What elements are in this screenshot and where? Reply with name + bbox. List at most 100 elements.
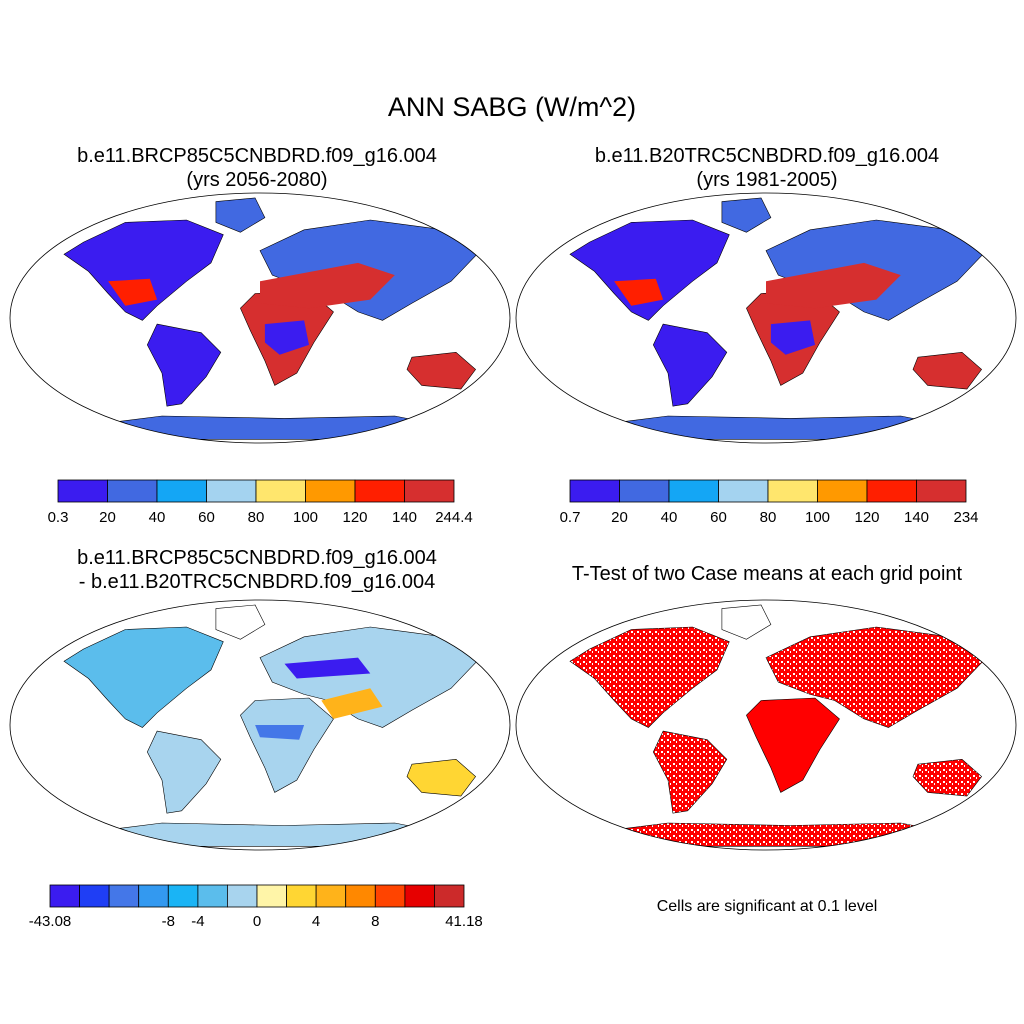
colorbar-swatch: [374, 884, 406, 908]
colorbar-swatch: [315, 884, 347, 908]
samerica-landmass: [146, 323, 222, 407]
map-border: [9, 599, 511, 851]
case-title-line2: (yrs 2056-2080): [186, 169, 328, 191]
colorbar-swatch: [255, 479, 306, 503]
colorbar-swatch: [57, 479, 108, 503]
greenland-landmass: [215, 197, 266, 233]
colorbar-label: 0: [253, 913, 261, 930]
colorbar-label: 60: [198, 509, 215, 526]
colorbar-swatch: [866, 479, 917, 503]
colorbar-label: 80: [760, 509, 777, 526]
colorbar-label: 120: [854, 509, 879, 526]
colorbar-swatch: [718, 479, 769, 503]
australia-landmass: [406, 758, 477, 797]
colorbar-label: 20: [99, 509, 116, 526]
colorbar-swatch: [156, 479, 207, 503]
colorbar-label: 140: [904, 509, 929, 526]
colorbar-label: 8: [371, 913, 379, 930]
colorbar-swatch: [817, 479, 868, 503]
map-border: [515, 599, 1017, 851]
field-patch: [766, 262, 901, 309]
field-patch: [321, 688, 383, 719]
diff-title-line1: b.e11.BRCP85C5CNBDRD.f09_g16.004: [77, 547, 437, 569]
field-patch: [614, 278, 664, 306]
colorbar-label: -43.08: [29, 913, 72, 930]
colorbar-label: -8: [162, 913, 175, 930]
field-patch: [108, 278, 158, 306]
africa-landmass: [746, 697, 840, 793]
colorbar-swatch: [79, 884, 110, 908]
colorbar-swatch: [49, 884, 81, 908]
map-border: [515, 192, 1017, 444]
samerica-landmass: [146, 730, 222, 814]
colorbar-swatch: [108, 884, 140, 908]
australia-landmass: [406, 351, 477, 390]
colorbar-swatch: [569, 479, 620, 503]
colorbar-swatch: [404, 479, 455, 503]
samerica-landmass: [652, 730, 728, 814]
colorbar-swatch: [226, 884, 258, 908]
control-title-line2: (yrs 1981-2005): [696, 169, 838, 191]
colorbar-label: 120: [342, 509, 367, 526]
main-title: ANN SABG (W/m^2): [387, 92, 637, 122]
colorbar-label: 41.18: [445, 913, 483, 930]
colorbar-swatch: [916, 479, 967, 503]
colorbar-label: 20: [611, 509, 628, 526]
antarctica-landmass: [63, 822, 469, 847]
colorbar-swatch: [354, 479, 405, 503]
diff-title-line2: - b.e11.B20TRC5CNBDRD.f09_g16.004: [78, 571, 436, 593]
colorbar-label: 244.4: [435, 509, 473, 526]
control-title-line1: b.e11.B20TRC5CNBDRD.f09_g16.004: [594, 145, 940, 167]
colorbar-label: -4: [191, 913, 204, 930]
colorbar-swatch: [167, 884, 199, 908]
colorbar-label: 234: [953, 509, 978, 526]
colorbar-swatch: [256, 884, 288, 908]
field-patch: [770, 320, 815, 355]
difference-colorbar: -43.08 -8 -4 0 4 8 41.18: [29, 884, 483, 930]
colorbar-label: 100: [805, 509, 830, 526]
ttest-map: [515, 599, 1017, 851]
difference-map: [9, 599, 511, 851]
colorbar-swatch: [767, 479, 818, 503]
antarctica-landmass: [63, 415, 469, 440]
africa-landmass: [240, 697, 334, 793]
namerica-landmass: [63, 626, 224, 728]
colorbar-swatch: [206, 479, 257, 503]
control-map: [515, 192, 1017, 444]
colorbar-swatch: [433, 884, 465, 908]
australia-landmass: [912, 351, 983, 390]
case-title-line1: b.e11.BRCP85C5CNBDRD.f09_g16.004: [77, 145, 437, 167]
colorbar-label: 0.7: [560, 509, 581, 526]
ttest-title: T-Test of two Case means at each grid po…: [571, 563, 963, 585]
antarctica-landmass: [569, 822, 975, 847]
field-patch: [284, 657, 371, 679]
colorbar-swatch: [345, 884, 376, 908]
eurasia-landmass: [765, 626, 987, 728]
colorbar-swatch: [305, 479, 356, 503]
colorbar-swatch: [286, 884, 317, 908]
colorbar-swatch: [107, 479, 158, 503]
case-colorbar: 0.3 20 40 60 80 100 120 140 244.4: [48, 479, 473, 526]
colorbar-label: 4: [312, 913, 320, 930]
colorbar-label: 140: [392, 509, 417, 526]
australia-landmass: [912, 758, 983, 797]
colorbar-label: 40: [661, 509, 678, 526]
colorbar-label: 0.3: [48, 509, 69, 526]
colorbar-swatch: [138, 884, 169, 908]
greenland-landmass: [721, 604, 772, 640]
field-patch: [260, 262, 395, 309]
colorbar-swatch: [619, 479, 670, 503]
namerica-landmass: [569, 626, 730, 728]
field-patch: [264, 320, 309, 355]
colorbar-swatch: [197, 884, 228, 908]
namerica-landmass: [569, 219, 730, 321]
colorbar-swatch: [404, 884, 435, 908]
map-border: [9, 192, 511, 444]
colorbar-label: 100: [293, 509, 318, 526]
control-colorbar: 0.7 20 40 60 80 100 120 140 234: [560, 479, 979, 526]
colorbar-label: 60: [710, 509, 727, 526]
significance-note: Cells are significant at 0.1 level: [656, 898, 878, 915]
case-map: [9, 192, 511, 444]
colorbar-swatch: [668, 479, 719, 503]
colorbar-label: 40: [149, 509, 166, 526]
